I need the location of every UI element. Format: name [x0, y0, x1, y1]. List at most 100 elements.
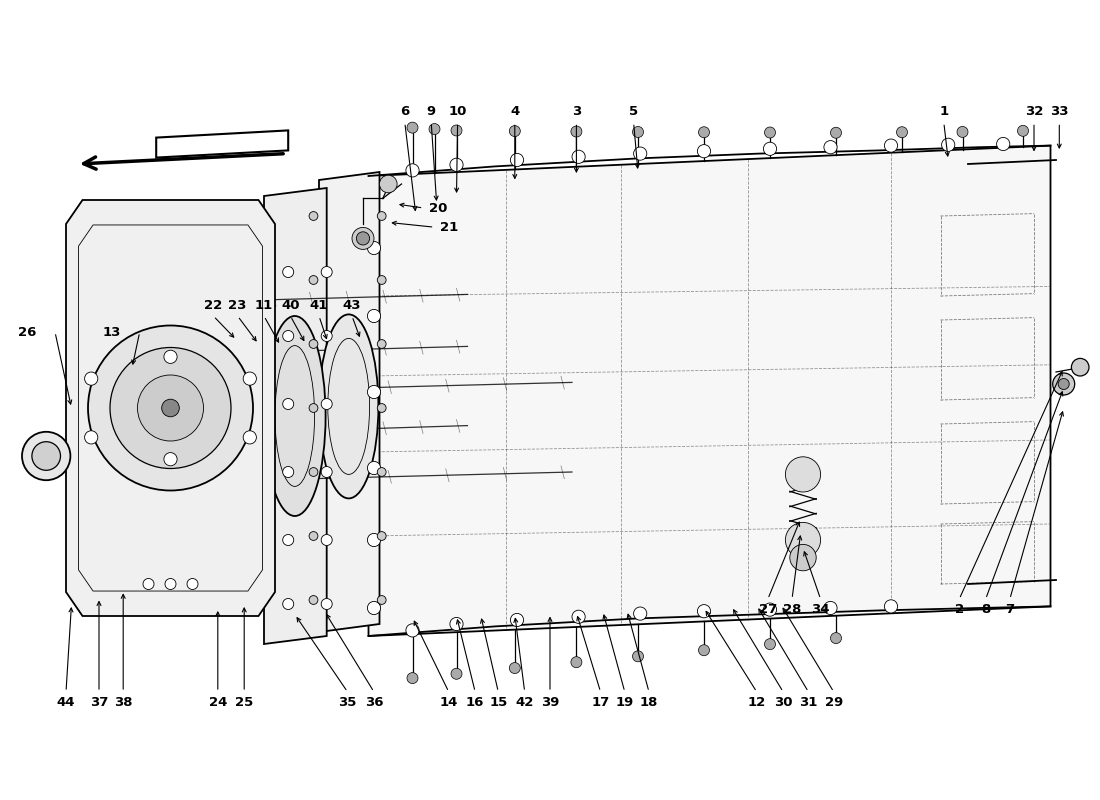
Circle shape	[162, 399, 179, 417]
Circle shape	[450, 158, 463, 171]
Circle shape	[283, 398, 294, 410]
Circle shape	[321, 398, 332, 410]
Text: 39: 39	[541, 696, 559, 709]
Circle shape	[572, 150, 585, 163]
Circle shape	[785, 522, 821, 558]
Circle shape	[321, 598, 332, 610]
Text: eurospares: eurospares	[178, 354, 372, 382]
Circle shape	[377, 275, 386, 284]
Text: 22: 22	[205, 299, 222, 312]
Circle shape	[283, 534, 294, 546]
Text: 35: 35	[339, 696, 356, 709]
Circle shape	[367, 462, 381, 474]
Text: 5: 5	[629, 106, 638, 118]
Circle shape	[572, 610, 585, 623]
Circle shape	[110, 347, 231, 469]
Circle shape	[377, 467, 386, 476]
Text: 23: 23	[229, 299, 246, 312]
Circle shape	[824, 602, 837, 614]
Circle shape	[88, 326, 253, 490]
Circle shape	[283, 466, 294, 478]
Text: 3: 3	[572, 106, 581, 118]
Circle shape	[1071, 358, 1089, 376]
Circle shape	[379, 175, 397, 193]
Text: eurospares: eurospares	[563, 490, 757, 518]
Circle shape	[1058, 378, 1069, 390]
Circle shape	[85, 430, 98, 444]
Circle shape	[85, 372, 98, 386]
Circle shape	[165, 578, 176, 590]
Circle shape	[698, 645, 710, 656]
Circle shape	[164, 350, 177, 363]
Text: 20: 20	[429, 202, 448, 214]
Circle shape	[634, 147, 647, 160]
Circle shape	[309, 532, 318, 541]
Circle shape	[367, 242, 381, 254]
Circle shape	[283, 330, 294, 342]
Circle shape	[884, 600, 898, 613]
Circle shape	[785, 457, 821, 492]
Circle shape	[451, 125, 462, 136]
Circle shape	[632, 651, 644, 662]
Circle shape	[352, 227, 374, 250]
Circle shape	[309, 595, 318, 605]
Text: 29: 29	[825, 696, 843, 709]
Circle shape	[1018, 126, 1028, 136]
Circle shape	[571, 657, 582, 668]
Circle shape	[406, 624, 419, 637]
Text: 24: 24	[209, 696, 227, 709]
Circle shape	[571, 126, 582, 137]
Circle shape	[283, 598, 294, 610]
Text: 15: 15	[490, 696, 507, 709]
Circle shape	[698, 126, 710, 138]
Circle shape	[243, 372, 256, 386]
Circle shape	[356, 232, 370, 245]
Circle shape	[957, 126, 968, 138]
Circle shape	[243, 430, 256, 444]
Circle shape	[377, 595, 386, 605]
Circle shape	[451, 668, 462, 679]
Circle shape	[509, 126, 520, 137]
Text: 1: 1	[939, 106, 948, 118]
Circle shape	[407, 122, 418, 133]
Text: 14: 14	[440, 696, 458, 709]
Circle shape	[429, 123, 440, 134]
Circle shape	[321, 330, 332, 342]
Circle shape	[763, 142, 777, 155]
Circle shape	[283, 266, 294, 278]
Text: 34: 34	[812, 603, 829, 616]
Circle shape	[377, 532, 386, 541]
Text: 19: 19	[616, 696, 634, 709]
Text: 38: 38	[114, 696, 132, 709]
Circle shape	[321, 266, 332, 278]
Text: 33: 33	[1050, 106, 1068, 118]
Circle shape	[321, 534, 332, 546]
Text: 37: 37	[90, 696, 108, 709]
Text: 8: 8	[981, 603, 990, 616]
Circle shape	[942, 138, 955, 151]
Circle shape	[309, 211, 318, 220]
Circle shape	[830, 127, 842, 138]
Circle shape	[321, 466, 332, 478]
Text: 30: 30	[774, 696, 792, 709]
Circle shape	[884, 139, 898, 152]
Circle shape	[377, 339, 386, 348]
Polygon shape	[368, 146, 1050, 636]
Circle shape	[830, 633, 842, 644]
Circle shape	[509, 662, 520, 674]
Text: 25: 25	[235, 696, 253, 709]
Text: 42: 42	[516, 696, 534, 709]
Circle shape	[377, 211, 386, 220]
Text: 40: 40	[282, 299, 299, 312]
Circle shape	[697, 145, 711, 158]
Text: 10: 10	[449, 106, 466, 118]
Circle shape	[1053, 373, 1075, 395]
Text: 28: 28	[783, 603, 801, 616]
Text: 12: 12	[748, 696, 766, 709]
Circle shape	[377, 403, 386, 413]
Circle shape	[824, 141, 837, 154]
Text: 11: 11	[255, 299, 273, 312]
Ellipse shape	[264, 316, 326, 516]
Circle shape	[510, 154, 524, 166]
Text: 18: 18	[640, 696, 658, 709]
